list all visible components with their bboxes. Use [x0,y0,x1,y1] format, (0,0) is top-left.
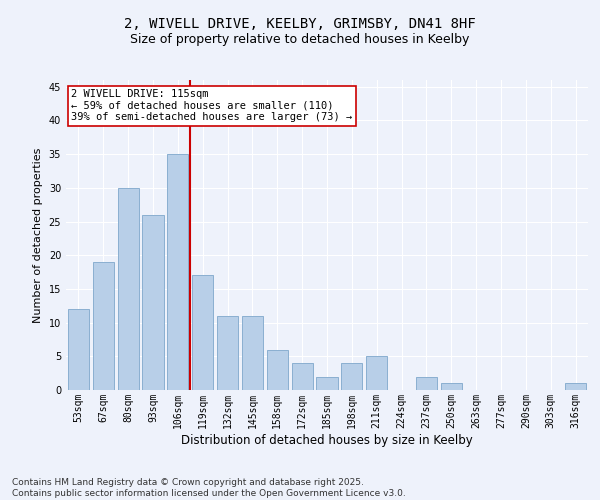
Text: Size of property relative to detached houses in Keelby: Size of property relative to detached ho… [130,32,470,46]
Bar [68,309,89,390]
Bar [416,376,437,390]
Bar [93,262,114,390]
Bar [441,384,462,390]
Bar [242,316,263,390]
Bar [341,363,362,390]
Bar [167,154,188,390]
Text: 2, WIVELL DRIVE, KEELBY, GRIMSBY, DN41 8HF: 2, WIVELL DRIVE, KEELBY, GRIMSBY, DN41 8… [124,18,476,32]
Bar [142,215,164,390]
Y-axis label: Number of detached properties: Number of detached properties [33,148,43,322]
Bar [316,376,338,390]
Bar [118,188,139,390]
Text: 2 WIVELL DRIVE: 115sqm
← 59% of detached houses are smaller (110)
39% of semi-de: 2 WIVELL DRIVE: 115sqm ← 59% of detached… [71,90,352,122]
Bar [366,356,387,390]
X-axis label: Distribution of detached houses by size in Keelby: Distribution of detached houses by size … [181,434,473,446]
Bar [192,276,213,390]
Bar [217,316,238,390]
Bar [267,350,288,390]
Bar [292,363,313,390]
Text: Contains HM Land Registry data © Crown copyright and database right 2025.
Contai: Contains HM Land Registry data © Crown c… [12,478,406,498]
Bar [565,384,586,390]
